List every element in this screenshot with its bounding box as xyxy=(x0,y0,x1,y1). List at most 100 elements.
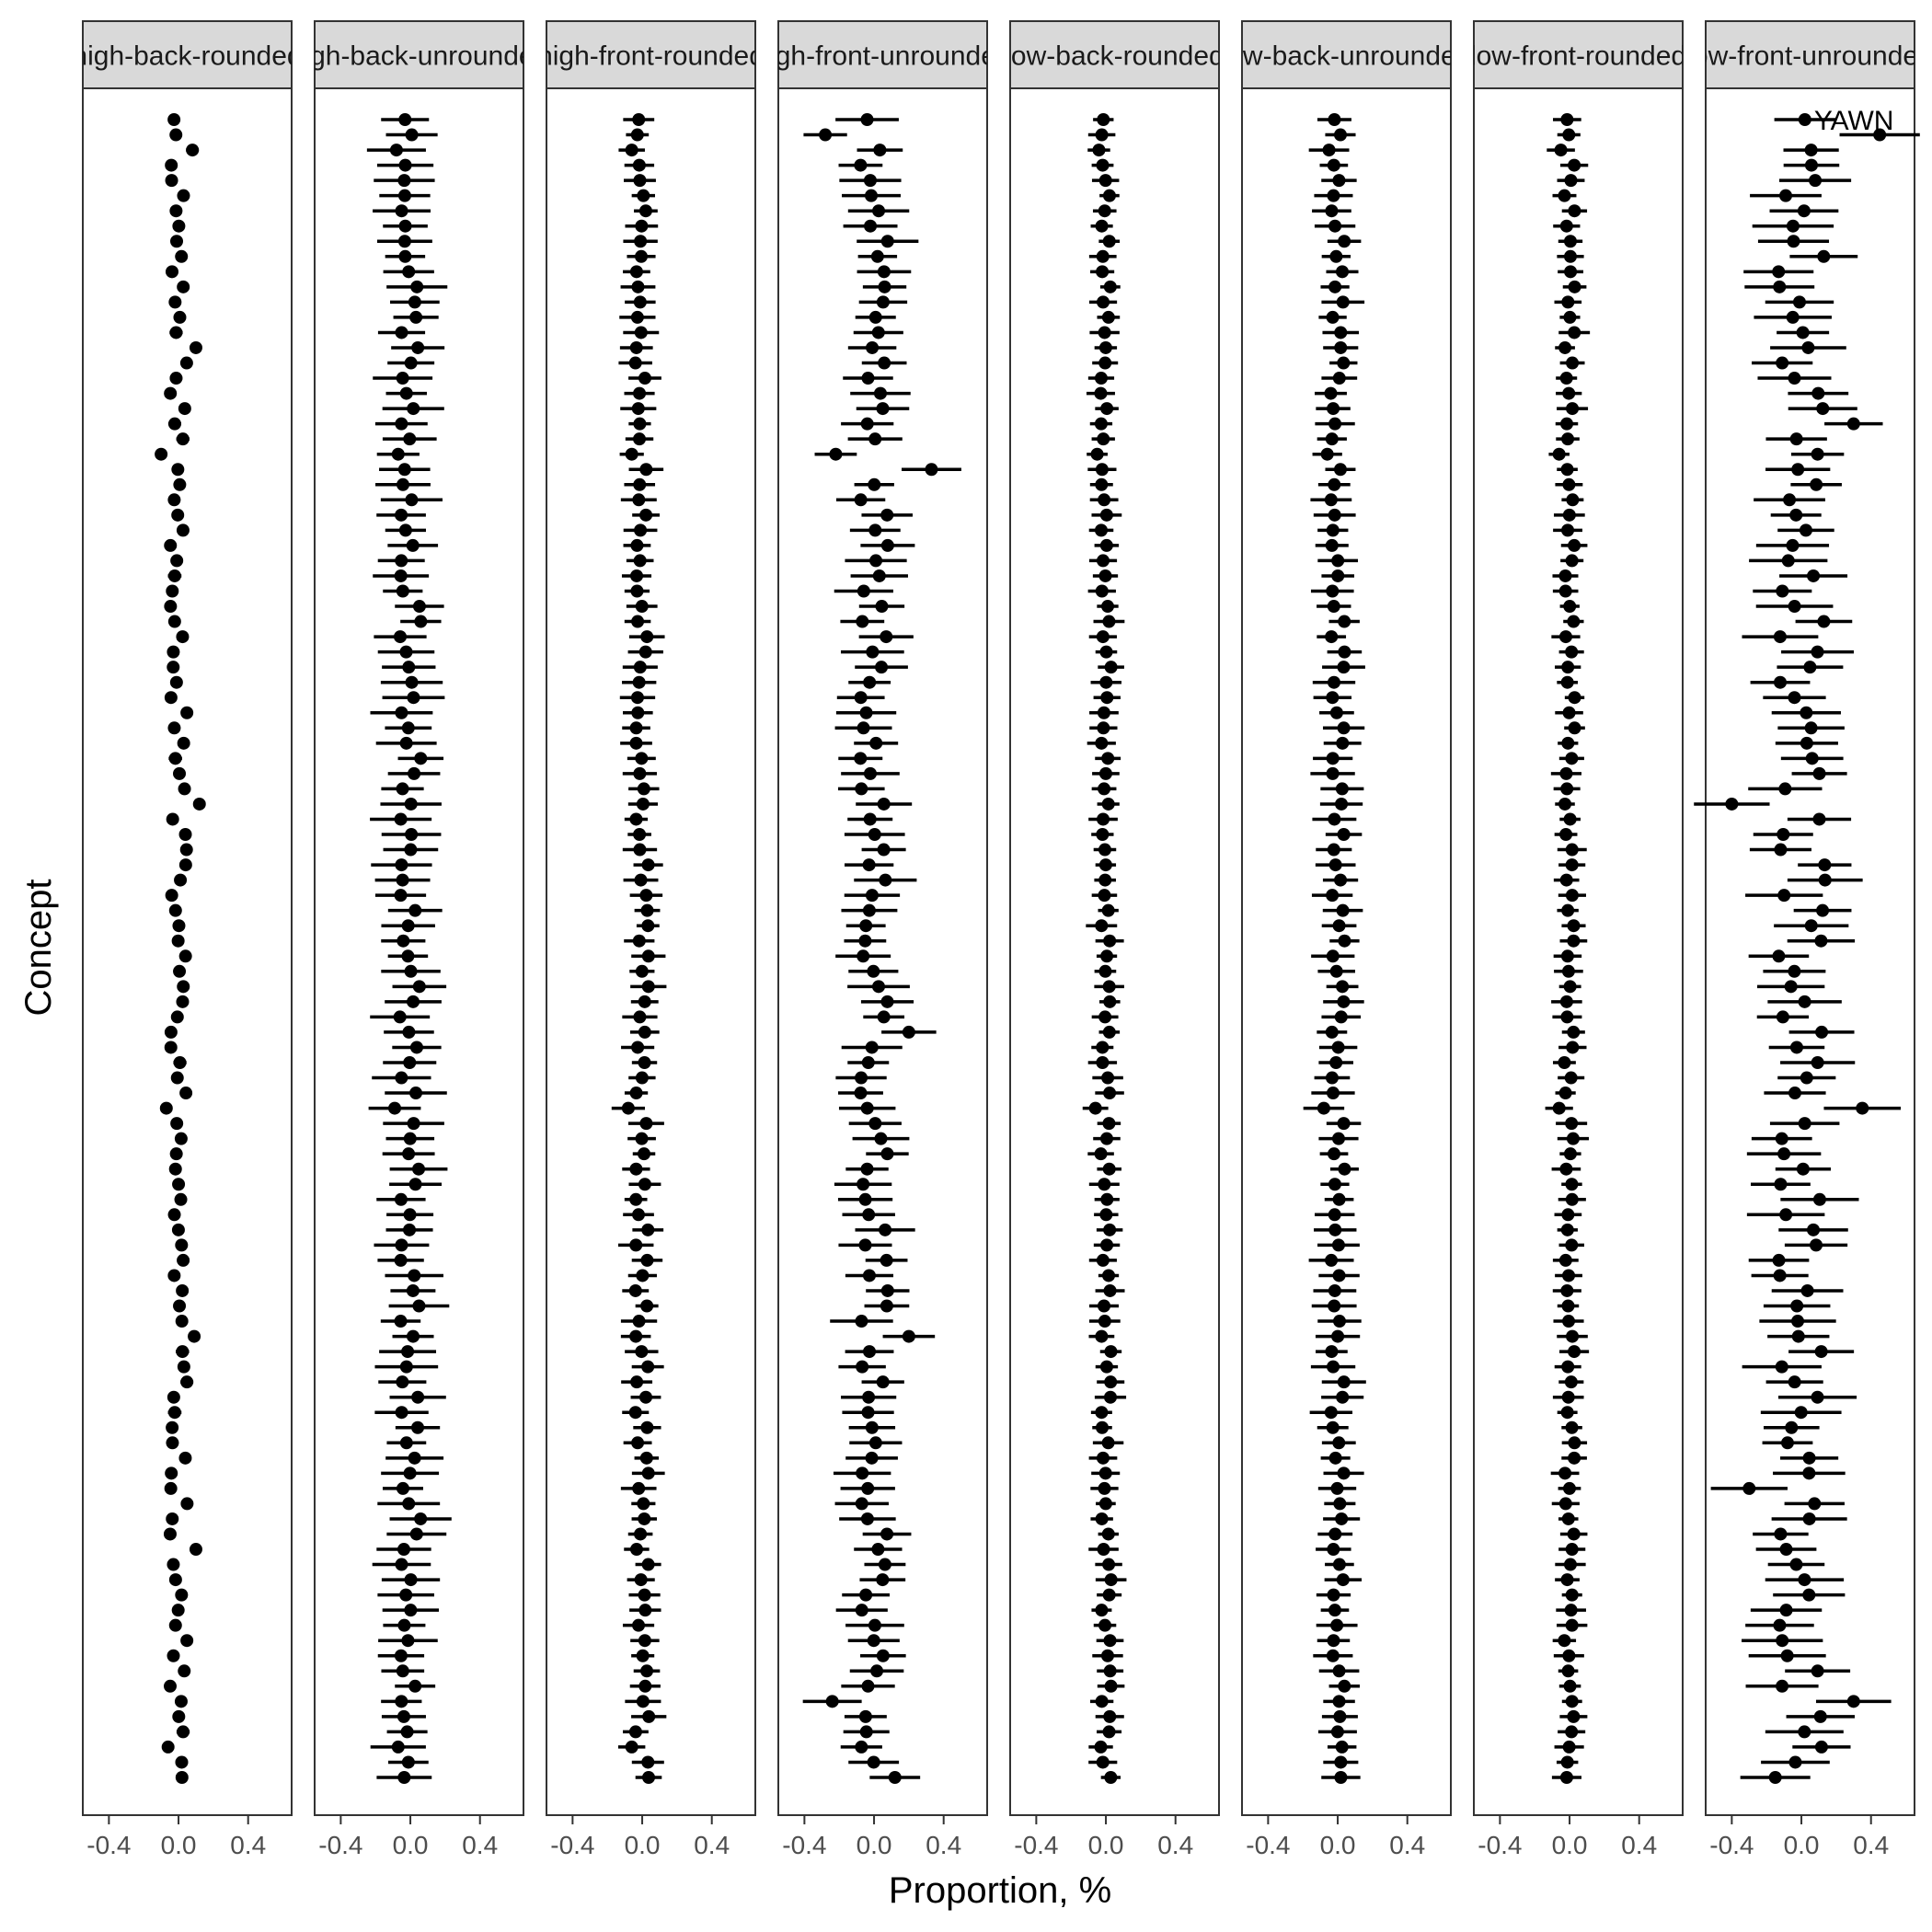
data-point xyxy=(628,1283,642,1297)
data-point xyxy=(632,113,646,126)
data-point xyxy=(629,1329,643,1343)
data-point xyxy=(394,1192,408,1206)
data-point xyxy=(1805,752,1819,765)
data-point xyxy=(1560,113,1574,126)
data-point xyxy=(1332,1664,1346,1678)
data-point xyxy=(863,1345,877,1359)
data-point xyxy=(399,645,413,659)
data-point xyxy=(1564,265,1578,279)
data-point xyxy=(1558,1253,1572,1267)
data-point xyxy=(868,432,882,446)
data-point xyxy=(861,1406,875,1420)
facet-marks xyxy=(155,113,206,1784)
data-point xyxy=(637,1497,650,1511)
facet-marks xyxy=(611,113,667,1784)
data-point xyxy=(1566,356,1580,370)
data-point xyxy=(638,1512,651,1525)
data-point xyxy=(394,630,408,644)
data-point xyxy=(404,1604,418,1617)
data-point xyxy=(394,1253,408,1267)
data-point xyxy=(1332,1192,1346,1206)
data-point xyxy=(172,919,186,933)
data-point xyxy=(1563,1679,1577,1693)
data-point xyxy=(1096,828,1110,842)
data-point xyxy=(1561,1299,1575,1313)
data-point xyxy=(1337,828,1351,842)
data-point xyxy=(411,340,425,354)
data-point xyxy=(1098,204,1111,218)
data-point xyxy=(177,189,190,202)
data-point xyxy=(1561,1512,1575,1525)
data-point xyxy=(1100,1192,1114,1206)
data-point xyxy=(876,402,890,416)
data-point xyxy=(878,356,891,370)
data-point xyxy=(1088,1101,1102,1115)
data-point xyxy=(1325,1025,1339,1039)
data-point xyxy=(396,1481,409,1495)
data-point xyxy=(1567,919,1581,933)
data-point xyxy=(1565,645,1579,659)
x-tick-label: -0.4 xyxy=(1014,1831,1058,1859)
data-point xyxy=(411,1390,425,1404)
data-point xyxy=(1096,630,1110,644)
data-point xyxy=(877,843,891,857)
data-point xyxy=(1566,402,1580,416)
data-point xyxy=(854,752,868,765)
data-point xyxy=(868,523,882,537)
data-point xyxy=(878,1558,891,1571)
data-point xyxy=(1101,752,1115,765)
data-point xyxy=(1768,1771,1782,1784)
data-point xyxy=(641,1466,655,1480)
data-point xyxy=(860,1162,874,1176)
data-point xyxy=(1802,1588,1816,1602)
data-point xyxy=(408,1269,421,1282)
data-point xyxy=(1561,1360,1575,1374)
data-point xyxy=(1098,1178,1111,1191)
data-point xyxy=(641,858,655,872)
data-point xyxy=(401,919,415,933)
data-point xyxy=(167,1406,181,1420)
data-point xyxy=(874,1132,888,1145)
data-point xyxy=(1773,280,1787,293)
data-point xyxy=(1725,797,1739,811)
data-point xyxy=(1558,1087,1572,1100)
data-point xyxy=(1328,1451,1342,1465)
data-point xyxy=(1327,1360,1340,1374)
data-point xyxy=(632,1618,646,1632)
data-point xyxy=(399,1360,413,1374)
data-point xyxy=(1095,1406,1109,1420)
data-point xyxy=(177,1253,190,1267)
data-point xyxy=(642,1709,656,1723)
data-point xyxy=(1098,964,1112,978)
x-tick-label: 0.0 xyxy=(857,1831,892,1859)
data-point xyxy=(170,1010,184,1024)
data-point xyxy=(1326,1649,1340,1662)
data-point xyxy=(860,1101,874,1115)
data-point xyxy=(1104,1771,1118,1784)
data-point xyxy=(1808,1497,1822,1511)
facet-high-back-unrounded: high-back-unrounded -0.4 0.0 0.4 xyxy=(314,20,524,1859)
data-point xyxy=(176,630,190,644)
data-point xyxy=(639,1117,653,1131)
data-point xyxy=(1559,1162,1573,1176)
data-point xyxy=(177,1360,190,1374)
data-point xyxy=(166,812,179,826)
data-point xyxy=(404,797,418,811)
data-point xyxy=(177,280,190,293)
data-point xyxy=(862,1390,876,1404)
data-point xyxy=(1328,417,1342,431)
data-point xyxy=(1565,843,1579,857)
data-point xyxy=(1811,645,1824,659)
data-point xyxy=(631,402,645,416)
data-point xyxy=(865,1041,879,1054)
data-point xyxy=(1328,477,1341,491)
data-point xyxy=(863,174,877,188)
data-point xyxy=(1103,1634,1117,1648)
data-point xyxy=(1328,1527,1342,1541)
data-point xyxy=(860,113,874,126)
data-point xyxy=(1784,980,1798,994)
x-tick-label: -0.4 xyxy=(1709,1831,1754,1859)
data-point xyxy=(176,523,190,537)
data-point xyxy=(1331,1041,1345,1054)
data-point xyxy=(1094,386,1108,400)
